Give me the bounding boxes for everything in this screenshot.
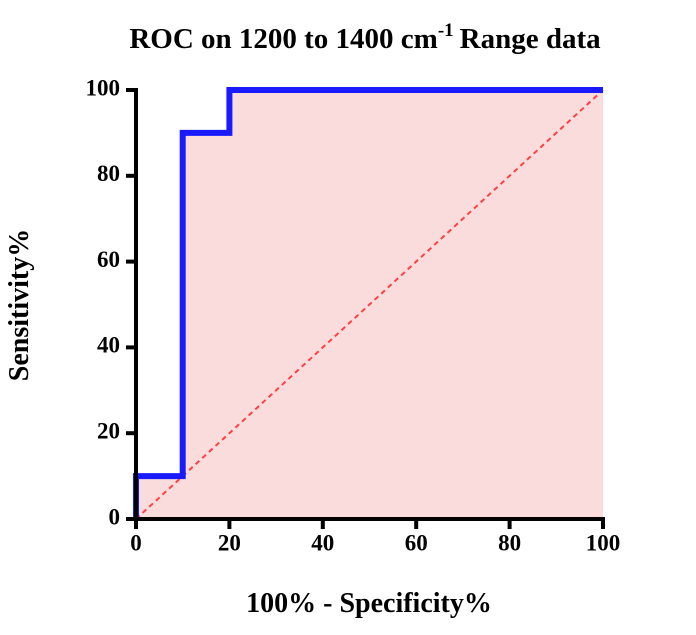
- y-axis-label: Sensitivity%: [4, 229, 35, 381]
- title-text: ROC on 1200 to 1400 cm: [129, 23, 438, 55]
- x-tick-label: 60: [405, 530, 428, 555]
- x-tick-label: 40: [311, 530, 334, 555]
- x-tick-label: 100: [586, 530, 621, 555]
- y-tick-label: 0: [109, 504, 121, 529]
- title-suffix: Range data: [460, 23, 601, 55]
- y-tick-label: 40: [97, 333, 120, 358]
- y-tick-label: 60: [97, 247, 120, 272]
- x-axis-label: 100% - Specificity%: [246, 588, 492, 619]
- x-tick-label: 80: [498, 530, 521, 555]
- y-tick-label: 20: [97, 418, 120, 443]
- y-tick-label: 80: [97, 161, 120, 186]
- title-superscript: -1: [438, 20, 454, 41]
- reference-line: [135, 89, 604, 520]
- x-tick-label: 0: [130, 530, 142, 555]
- x-tick-label: 20: [218, 530, 241, 555]
- chart-title: ROC on 1200 to 1400 cm-1 Range data: [129, 20, 601, 55]
- y-tick-label: 100: [86, 75, 121, 100]
